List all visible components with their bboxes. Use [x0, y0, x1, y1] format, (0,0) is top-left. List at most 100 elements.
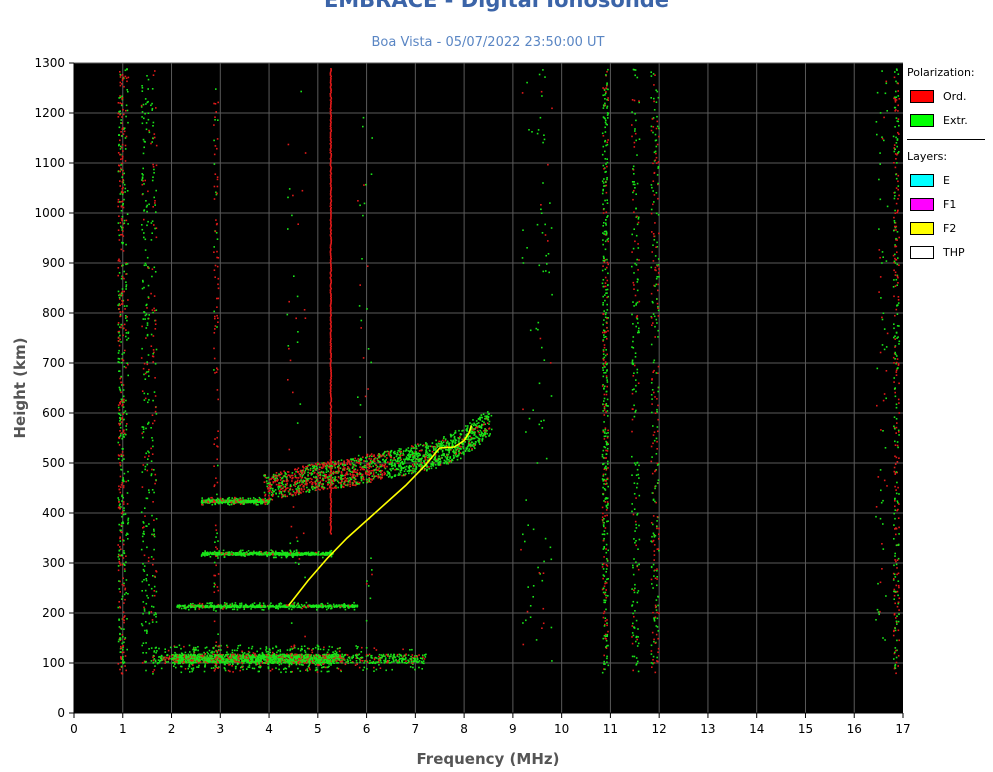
echo-point [146, 361, 148, 363]
echo-point [153, 528, 155, 531]
echo-point [119, 315, 122, 317]
echo-point [119, 222, 122, 224]
echo-point [547, 240, 549, 242]
echo-point [206, 651, 209, 654]
echo-point [160, 658, 163, 660]
echo-point [604, 427, 607, 429]
echo-point [125, 135, 128, 138]
echo-point [243, 660, 246, 662]
echo-point [603, 547, 605, 549]
echo-point [330, 159, 332, 161]
echo-point [898, 98, 901, 100]
echo-point [414, 658, 417, 660]
echo-point [601, 192, 604, 195]
echo-point [296, 657, 299, 659]
echo-point [878, 291, 880, 293]
echo-point [655, 283, 658, 286]
echo-point [214, 668, 216, 670]
echo-point [299, 661, 302, 663]
echo-point [291, 670, 293, 673]
echo-point [322, 661, 324, 663]
echo-point [606, 353, 608, 356]
echo-point [605, 233, 608, 236]
echo-point [140, 106, 143, 108]
echo-point [299, 657, 302, 659]
echo-point [122, 557, 125, 559]
echo-point [635, 390, 637, 393]
echo-point [329, 193, 332, 195]
echo-point [893, 466, 896, 469]
echo-point [883, 479, 886, 482]
echo-point [222, 657, 225, 660]
echo-point [120, 506, 122, 508]
echo-point [378, 658, 381, 661]
echo-point [120, 292, 123, 295]
echo-point [894, 528, 896, 530]
echo-point [314, 646, 317, 649]
echo-point [606, 565, 609, 567]
echo-point [150, 447, 152, 450]
echo-point [146, 574, 148, 576]
echo-point [329, 244, 332, 246]
echo-point [316, 668, 318, 671]
echo-point [118, 215, 120, 217]
echo-point [330, 490, 332, 493]
echo-point [142, 522, 145, 524]
echo-point [155, 144, 158, 147]
echo-point [522, 408, 524, 411]
echo-point [526, 610, 529, 613]
echo-point [125, 104, 128, 107]
echo-point [603, 359, 605, 361]
echo-point [897, 302, 900, 304]
echo-point [304, 649, 306, 652]
echo-point [118, 560, 121, 563]
echo-point [287, 379, 289, 381]
echo-point [383, 659, 385, 662]
echo-point [154, 328, 157, 330]
echo-point [894, 166, 897, 169]
echo-point [232, 656, 234, 659]
echo-point [214, 276, 216, 278]
echo-point [121, 448, 124, 450]
echo-point [287, 228, 289, 230]
echo-point [142, 601, 145, 603]
echo-point [650, 382, 653, 384]
echo-point [155, 613, 157, 616]
echo-point [394, 656, 397, 659]
echo-point [322, 666, 324, 668]
echo-point [329, 271, 332, 274]
echo-point [898, 586, 900, 589]
echo-point [895, 563, 898, 566]
echo-point [120, 375, 122, 378]
echo-point [402, 657, 404, 660]
echo-point [364, 395, 367, 398]
echo-point [651, 231, 653, 233]
echo-point [289, 649, 291, 652]
echo-point [894, 195, 896, 197]
echo-point [604, 501, 607, 503]
echo-point [264, 661, 266, 664]
echo-point [218, 656, 220, 658]
echo-point [330, 130, 332, 133]
echo-point [652, 563, 655, 566]
echo-point [122, 108, 124, 111]
echo-point [200, 654, 202, 657]
echo-point [329, 119, 332, 121]
echo-point [216, 653, 218, 655]
echo-point [882, 430, 884, 432]
echo-point [657, 660, 659, 663]
echo-point [152, 558, 155, 560]
echo-point [606, 410, 609, 412]
echo-point [894, 509, 897, 511]
echo-point [140, 623, 143, 625]
echo-point [121, 595, 124, 598]
echo-point [127, 363, 129, 366]
echo-point [120, 647, 123, 650]
echo-point [602, 475, 605, 477]
echo-point [602, 203, 604, 206]
echo-point [188, 660, 190, 663]
echo-point [148, 203, 150, 206]
echo-point [239, 657, 241, 660]
echo-point [121, 181, 124, 183]
echo-point [635, 474, 638, 476]
